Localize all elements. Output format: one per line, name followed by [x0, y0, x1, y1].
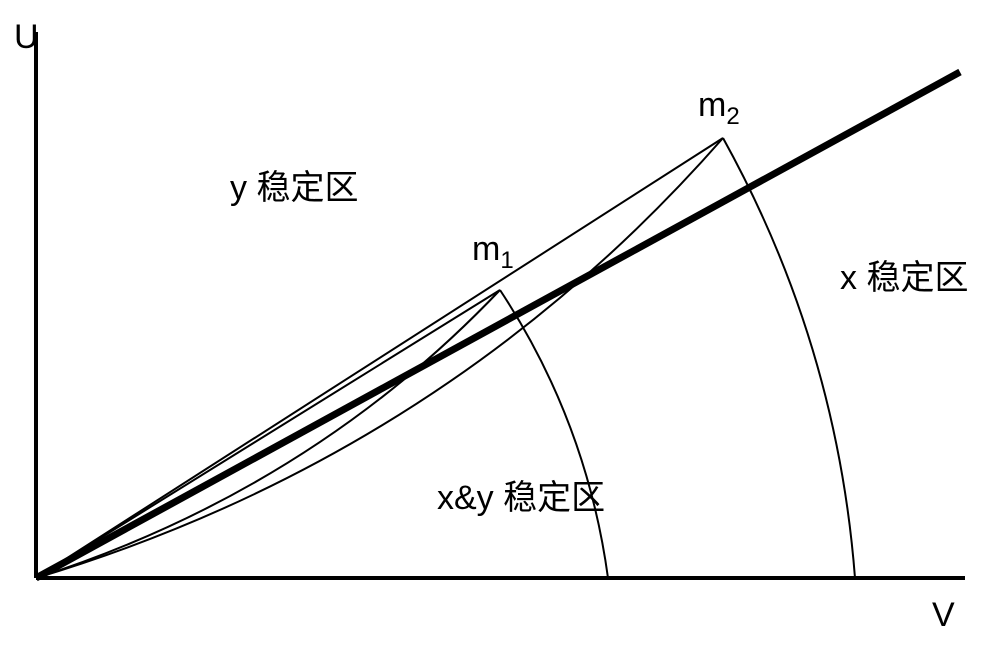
region-xy-stable: x&y 稳定区 — [437, 470, 605, 519]
x-axis-label: V — [932, 596, 955, 635]
peak2-label: m2 — [698, 86, 740, 131]
peak1-label: m1 — [472, 230, 514, 275]
diagram-svg — [0, 0, 1000, 654]
region-x-stable: x 稳定区 — [840, 250, 968, 299]
y-axis-label: U — [14, 18, 39, 57]
region-y-stable: y 稳定区 — [230, 160, 358, 209]
stability-diagram: U V m1 m2 y 稳定区 x 稳定区 x&y 稳定区 — [0, 0, 1000, 654]
